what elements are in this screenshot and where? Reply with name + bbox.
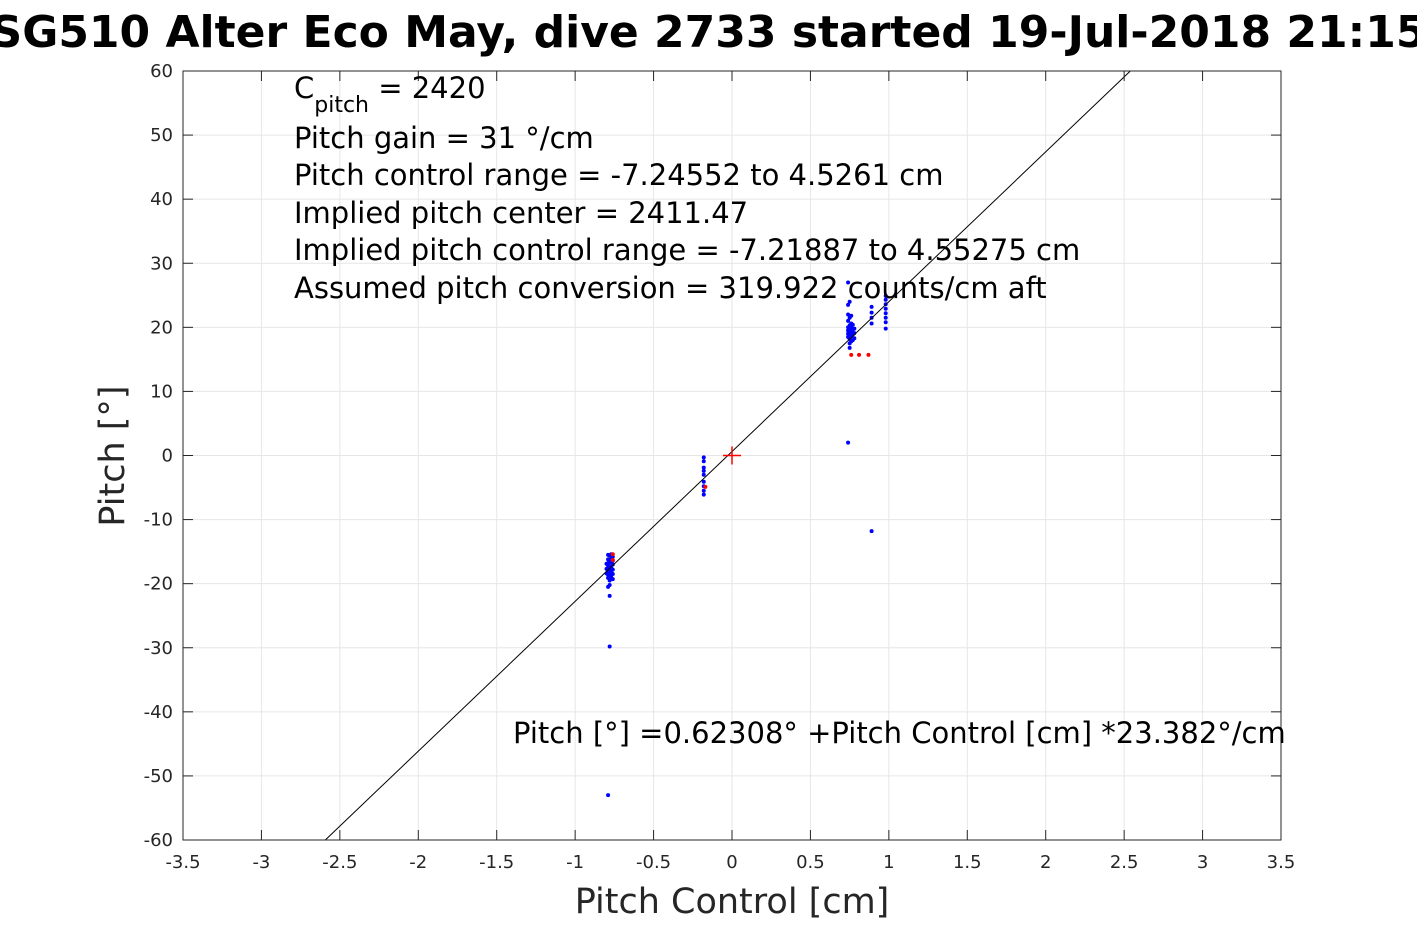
y-tick-label: 20 <box>150 317 173 338</box>
flagged-point <box>610 552 615 557</box>
x-tick-label: 3 <box>1197 852 1208 873</box>
observed-point <box>846 302 851 307</box>
observed-point <box>701 468 706 473</box>
observed-point <box>869 310 874 315</box>
observed-point <box>869 304 874 309</box>
y-tick-label: -50 <box>144 766 173 787</box>
observed-point <box>701 479 706 484</box>
observed-point <box>846 440 851 445</box>
observed-point <box>701 455 706 460</box>
y-tick-label: 10 <box>150 381 173 402</box>
observed-point <box>883 315 888 320</box>
y-tick-label: -30 <box>144 638 173 659</box>
c-pitch-symbol: C <box>294 71 314 105</box>
y-tick-label: 50 <box>150 125 173 146</box>
observed-point <box>883 326 888 331</box>
y-tick-label: 0 <box>162 446 173 467</box>
y-tick-label: 60 <box>150 61 173 82</box>
c-pitch-annotation: Cpitch = 2420 <box>294 71 486 118</box>
observed-point <box>849 313 854 318</box>
x-tick-label: 0.5 <box>796 852 825 873</box>
observed-point <box>606 793 611 798</box>
c-pitch-value: = 2420 <box>369 71 486 105</box>
y-tick-label: 30 <box>150 253 173 274</box>
y-tick-label: -60 <box>144 830 173 851</box>
observed-point <box>869 529 874 534</box>
y-tick-label: -40 <box>144 702 173 723</box>
observed-point <box>846 318 851 323</box>
y-tick-label: -20 <box>144 574 173 595</box>
x-tick-label: -2.5 <box>322 852 357 873</box>
flagged-point <box>703 484 708 489</box>
y-axis-label: Pitch [°] <box>93 385 133 526</box>
center-marker-group <box>723 446 741 465</box>
observed-point <box>847 299 852 304</box>
observed-point <box>607 582 612 587</box>
observed-point <box>701 465 706 470</box>
observed-point <box>610 577 615 582</box>
observed-point <box>847 345 852 350</box>
implied-pitch-control-range-annotation: Implied pitch control range = -7.21887 t… <box>294 233 1080 267</box>
observed-point <box>883 297 888 302</box>
axis-ticks: -3.5 -3 -2.5 -2 -1.5 -1 -0.5 0 0.5 1 1.5 2 2.5 3 3.5 -6… <box>144 61 1296 873</box>
observed-point <box>846 280 851 285</box>
x-tick-label: -1 <box>566 852 584 873</box>
observed-point <box>701 472 706 477</box>
observed-point <box>846 312 851 317</box>
x-tick-label: -1.5 <box>479 852 514 873</box>
observed-point <box>883 293 888 298</box>
observed-point <box>610 572 615 577</box>
x-tick-label: 1 <box>883 852 894 873</box>
observed-point <box>607 644 612 649</box>
observed-point <box>852 326 857 331</box>
y-tick-label: -10 <box>144 510 173 531</box>
flagged-point <box>849 352 854 357</box>
x-tick-label: -3.5 <box>165 852 200 873</box>
pitch-gain-annotation: Pitch gain = 31 °/cm <box>294 121 594 155</box>
x-tick-label: 2 <box>1040 852 1051 873</box>
observed-point <box>850 322 855 327</box>
x-tick-label: 1.5 <box>953 852 982 873</box>
flagged-point <box>866 352 871 357</box>
x-tick-label: -0.5 <box>636 852 671 873</box>
observed-point <box>607 578 612 583</box>
y-tick-label: 40 <box>150 189 173 210</box>
pitch-control-range-annotation: Pitch control range = -7.24552 to 4.5261… <box>294 158 943 192</box>
chart-title: SG510 Alter Eco May, dive 2733 started 1… <box>0 7 1417 58</box>
x-tick-label: 2.5 <box>1110 852 1139 873</box>
x-tick-label: -3 <box>252 852 270 873</box>
x-tick-label: 0 <box>726 852 737 873</box>
observed-point <box>869 321 874 326</box>
observed-point <box>610 562 615 567</box>
observed-point <box>604 561 609 566</box>
c-pitch-subscript: pitch <box>314 93 369 118</box>
flagged-point <box>610 557 615 562</box>
grid <box>182 70 1282 841</box>
x-tick-label: -2 <box>409 852 427 873</box>
assumed-pitch-conversion-annotation: Assumed pitch conversion = 319.922 count… <box>294 271 1047 305</box>
fit-equation-annotation: Pitch [°] =0.62308° +Pitch Control [cm] … <box>513 716 1286 750</box>
observed-point <box>883 320 888 325</box>
implied-pitch-center-annotation: Implied pitch center = 2411.47 <box>294 196 748 230</box>
observed-point <box>610 567 615 572</box>
observed-point <box>852 336 857 341</box>
x-tick-label: 3.5 <box>1267 852 1296 873</box>
x-axis-label: Pitch Control [cm] <box>575 882 890 922</box>
observed-point <box>607 593 612 598</box>
observed-point <box>883 306 888 311</box>
observed-point <box>883 311 888 316</box>
observed-point <box>701 492 706 497</box>
flagged-point <box>857 352 862 357</box>
observed-point <box>701 488 706 493</box>
observed-point <box>701 459 706 464</box>
